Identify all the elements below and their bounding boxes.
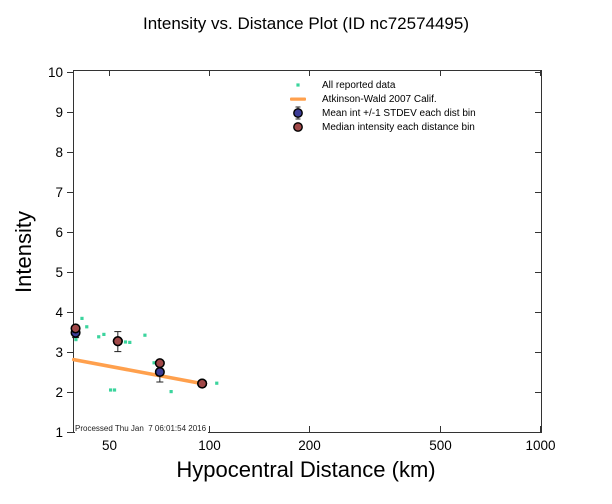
reported-data-point xyxy=(128,340,132,344)
y-tick-label: 2 xyxy=(55,385,63,400)
legend-label: Median intensity each distance bin xyxy=(322,121,475,133)
y-tick-label: 9 xyxy=(55,105,63,120)
y-tick-label: 1 xyxy=(55,425,63,440)
atkinson-wald-line xyxy=(71,357,204,386)
reported-data-point xyxy=(80,316,84,320)
axis-ticks xyxy=(67,70,541,433)
brown-circle-icon xyxy=(285,120,311,134)
reported-data-point xyxy=(143,333,147,337)
processed-timestamp: Processed Thu Jan 7 06:01:54 2016 xyxy=(75,424,209,434)
legend-label: Atkinson-Wald 2007 Calif. xyxy=(322,93,437,105)
reported-data-point xyxy=(74,338,78,342)
median-point xyxy=(197,378,208,389)
legend-item-mean-stdev: Mean int +/-1 STDEV each dist bin xyxy=(285,106,476,120)
legend-label: All reported data xyxy=(322,79,396,91)
orange-line-icon xyxy=(285,92,311,106)
series-all-reported-data xyxy=(74,316,219,394)
mean-point xyxy=(154,366,165,378)
legend-item-all-reported-data: All reported data xyxy=(285,78,476,92)
reported-data-point xyxy=(152,361,156,365)
reported-data-point xyxy=(215,381,219,385)
reported-data-point xyxy=(85,325,89,329)
y-tick-label: 7 xyxy=(55,185,63,200)
legend: All reported data Atkinson-Wald 2007 Cal… xyxy=(285,78,476,134)
median-point xyxy=(154,358,165,369)
x-axis-label: Hypocentral Distance (km) xyxy=(176,457,436,482)
x-tick-label: 1000 xyxy=(525,438,555,453)
x-tick-label: 500 xyxy=(429,438,452,453)
series-median-intensity xyxy=(70,323,208,389)
y-axis-label: Intensity xyxy=(11,211,36,293)
legend-item-atkinson-wald: Atkinson-Wald 2007 Calif. xyxy=(285,92,476,106)
y-tick-label: 3 xyxy=(55,345,63,360)
blue-errorbar-circle-icon xyxy=(285,106,311,120)
reported-data-point xyxy=(169,390,173,394)
plot-frame xyxy=(73,70,542,433)
y-tick-label: 10 xyxy=(48,65,63,80)
reported-data-point xyxy=(97,335,101,339)
x-tick-label: 50 xyxy=(102,438,117,453)
reported-data-point xyxy=(112,388,117,392)
plot-title: Intensity vs. Distance Plot (ID nc725744… xyxy=(143,14,469,33)
y-tick-label: 5 xyxy=(55,265,63,280)
legend-label: Mean int +/-1 STDEV each dist bin xyxy=(322,107,476,119)
axis-tick-labels: 50 100 200 500 1000 1 2 3 4 5 6 7 8 9 10 xyxy=(48,65,556,453)
x-tick-label: 100 xyxy=(198,438,221,453)
green-dot-icon xyxy=(285,78,311,92)
x-tick-label: 200 xyxy=(298,438,321,453)
y-tick-label: 6 xyxy=(55,225,63,240)
reported-data-point xyxy=(123,340,128,344)
median-point xyxy=(70,323,81,334)
y-tick-label: 8 xyxy=(55,145,63,160)
legend-item-median: Median intensity each distance bin xyxy=(285,120,476,134)
median-point xyxy=(112,336,123,347)
reported-data-point xyxy=(102,332,106,336)
reported-data-point xyxy=(108,388,113,392)
y-tick-label: 4 xyxy=(55,305,63,320)
